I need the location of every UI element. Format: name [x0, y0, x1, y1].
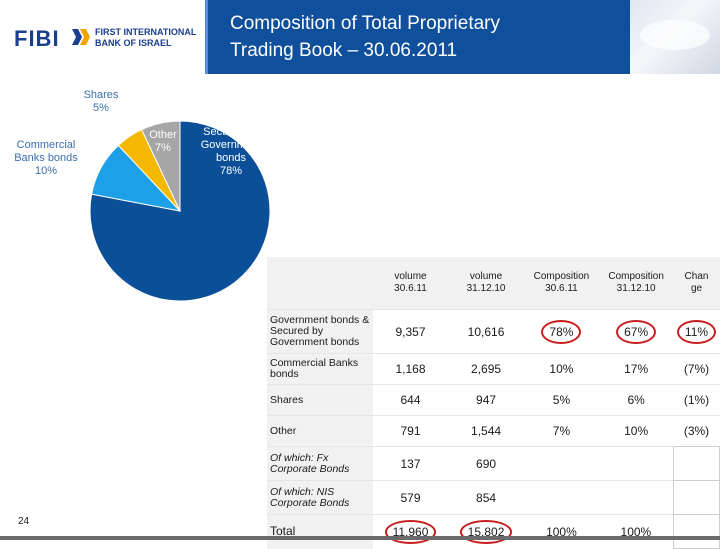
logo-mark: FIBI [14, 26, 60, 51]
table-cell: 10% [598, 415, 674, 447]
table-cell: 11,960 [373, 514, 448, 549]
table-cell: 9,357 [373, 309, 448, 354]
slide-title-line2: Trading Book – 30.06.2011 [230, 40, 458, 61]
row-label: Commercial Banks bonds [267, 353, 373, 385]
table-cell: 15,802 [447, 514, 525, 549]
table-cell: 78% [524, 309, 599, 354]
pie-label-shares: Shares 5% [83, 89, 119, 114]
table-cell [598, 480, 674, 515]
page-number: 24 [18, 516, 30, 527]
table-cell: 17% [598, 353, 674, 385]
col-header-composition-31-12-10: Composition 31.12.10 [598, 257, 674, 310]
table-cell: (1%) [673, 384, 720, 416]
table-cell: 1,168 [373, 353, 448, 385]
table-cell [673, 514, 720, 549]
table-cell [673, 480, 720, 515]
header-photo [630, 0, 720, 74]
table-cell: (3%) [673, 415, 720, 447]
table-row: Government bonds & Secured by Government… [267, 309, 720, 354]
row-label: Shares [267, 384, 373, 416]
table-cell [524, 446, 599, 481]
table-cell: 854 [447, 480, 525, 515]
row-label: Of which: Fx Corporate Bonds [267, 446, 373, 481]
col-header-change: Chan ge [673, 257, 720, 310]
row-label: Government bonds & Secured by Government… [267, 309, 373, 354]
table-cell: 11% [673, 309, 720, 354]
bottom-rule [0, 536, 720, 540]
table-cell: 791 [373, 415, 448, 447]
pie-chart [89, 120, 271, 302]
highlight-circle: 11% [676, 319, 717, 344]
row-label: Of which: NIS Corporate Bonds [267, 480, 373, 515]
slide-header: FIBI FIRST INTERNATIONAL BANK OF ISRAEL … [0, 0, 720, 74]
highlight-circle: 15,802 [459, 519, 513, 544]
table-cell: 7% [524, 415, 599, 447]
table-cell: 947 [447, 384, 525, 416]
highlight-circle: 78% [541, 319, 582, 344]
table-cell [524, 480, 599, 515]
trading-book-table-wrap: volume 30.6.11 volume 31.12.10 Composition… [267, 257, 720, 549]
table-row: Of which: NIS Corporate Bonds 579 854 [267, 480, 720, 515]
col-header-volume-31-12-10: volume 31.12.10 [447, 257, 525, 310]
table-row: Of which: Fx Corporate Bonds 137 690 [267, 446, 720, 481]
logo-text: FIRST INTERNATIONAL BANK OF ISRAEL [95, 27, 196, 49]
table-cell [673, 446, 720, 481]
table-cell: (7%) [673, 353, 720, 385]
slide-title-line1: Composition of Total Proprietary [230, 13, 500, 34]
trading-book-table: volume 30.6.11 volume 31.12.10 Composition… [267, 257, 720, 549]
row-label: Total [267, 514, 373, 549]
table-cell: 1,544 [447, 415, 525, 447]
highlight-circle: 67% [616, 319, 657, 344]
table-cell: 100% [598, 514, 674, 549]
table-header-row: volume 30.6.11 volume 31.12.10 Composition… [267, 257, 720, 310]
pie-slice-other [141, 120, 181, 212]
table-cell: 10% [524, 353, 599, 385]
highlight-circle: 11,960 [384, 519, 437, 544]
table-cell: 6% [598, 384, 674, 416]
logo-text-line1: FIRST INTERNATIONAL [95, 27, 197, 37]
bank-logo: FIBI FIRST INTERNATIONAL BANK OF ISRAEL [0, 0, 205, 74]
table-cell [598, 446, 674, 481]
pie-label-commercial: Commercial Banks bonds 10% [14, 139, 78, 177]
table-cell: 5% [524, 384, 599, 416]
table-corner [267, 257, 373, 310]
logo-text-line2: BANK OF ISRAEL [95, 38, 172, 48]
table-cell: 67% [598, 309, 674, 354]
table-cell: 579 [373, 480, 448, 515]
col-header-volume-30-6-11: volume 30.6.11 [373, 257, 448, 310]
col-header-composition-30-6-11: Composition 30.6.11 [524, 257, 599, 310]
hand-photo-icon [640, 20, 710, 50]
table-row: Shares 644 947 5% 6% (1%) [267, 384, 720, 416]
table-row: Total 11,960 15,802 100% 100% [267, 514, 720, 549]
table-cell: 690 [447, 446, 525, 481]
table-cell: 100% [524, 514, 599, 549]
table-cell: 137 [373, 446, 448, 481]
table-row: Other 791 1,544 7% 10% (3%) [267, 415, 720, 447]
pie-label-other: Other 7% [149, 129, 177, 154]
table-cell: 644 [373, 384, 448, 416]
table-cell: 2,695 [447, 353, 525, 385]
row-label: Other [267, 415, 373, 447]
logo-glyph-icon [72, 29, 90, 45]
table-row: Commercial Banks bonds 1,168 2,695 10% 1… [267, 353, 720, 385]
table-cell: 10,616 [447, 309, 525, 354]
slide-title: Composition of Total Proprietary Trading… [230, 10, 500, 64]
title-band: Composition of Total Proprietary Trading… [205, 0, 633, 74]
pie-label-government: Government bonds & Secured by Government… [200, 100, 262, 177]
